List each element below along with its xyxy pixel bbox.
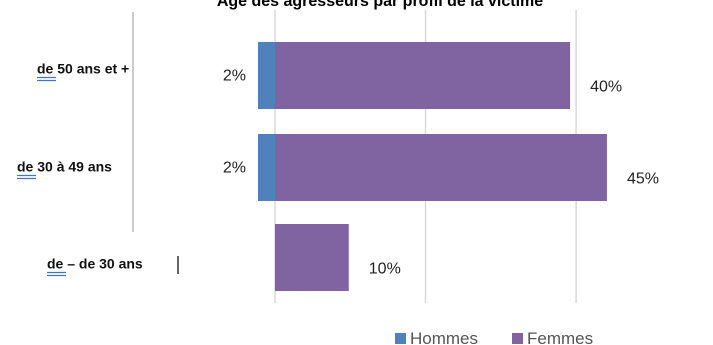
category-labels: de 50 ans et + de 30 à 49 ans de – de 30 a…: [17, 61, 179, 277]
legend-swatch: [395, 333, 406, 344]
bar-femmes: [275, 224, 349, 291]
chart-title: Âge des agresseurs par profil de la vict…: [217, 0, 543, 10]
legend-label: Hommes: [410, 329, 478, 345]
data-label-hommes: 2%: [223, 160, 246, 177]
bar-hommes: [258, 42, 275, 109]
category-label: de 30 à 49 ans: [17, 159, 112, 175]
data-label-hommes: 2%: [223, 68, 246, 85]
legend: Hommes Femmes: [395, 329, 593, 345]
data-labels: 2% 40% 2% 45% 10%: [223, 68, 659, 278]
data-label-femmes: 40%: [590, 79, 622, 96]
legend-swatch: [512, 333, 523, 344]
data-label-femmes: 45%: [627, 171, 659, 188]
legend-label: Femmes: [527, 329, 593, 345]
bars: [258, 42, 607, 291]
category-label: de 50 ans et +: [37, 61, 129, 77]
bar-hommes: [258, 134, 275, 201]
bar-femmes: [275, 42, 571, 109]
data-label-femmes: 10%: [369, 261, 401, 278]
bar-femmes: [275, 134, 607, 201]
category-label: de – de 30 ans: [47, 256, 143, 272]
